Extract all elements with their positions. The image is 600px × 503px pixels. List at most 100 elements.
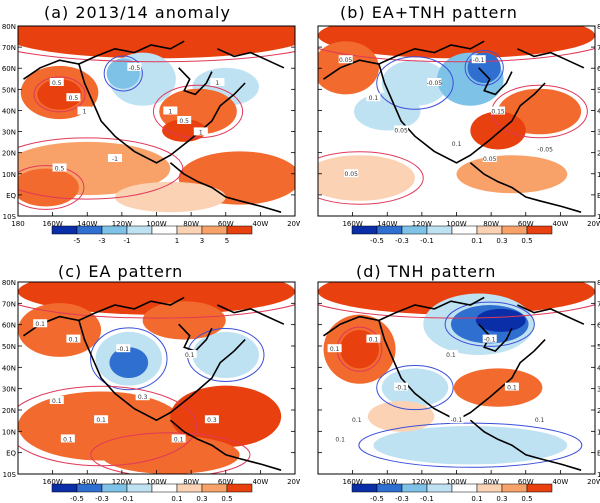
coastline — [323, 40, 485, 80]
contour-label-box — [327, 344, 342, 353]
contour-label: 0.1 — [446, 352, 456, 359]
lat-label: 30N — [597, 386, 600, 394]
contour-label-box — [366, 93, 381, 102]
lon-label: 40W — [252, 478, 268, 486]
shaded-region — [318, 26, 595, 59]
lat-label: 20N — [2, 407, 16, 415]
contour-label-box — [443, 349, 458, 358]
lat-label: 50N — [597, 343, 600, 351]
colorbar-label: -0.1 — [420, 237, 434, 245]
contour-label: 0.15 — [491, 109, 505, 116]
shaded-region — [114, 181, 226, 213]
contour-label-box — [491, 106, 506, 115]
lon-label: 80W — [483, 478, 499, 486]
lon-label: 140W — [377, 478, 397, 486]
contour-label-box — [210, 78, 225, 86]
lat-label: 10S — [597, 471, 600, 479]
colorbar-swatch — [226, 483, 253, 493]
shaded-region — [318, 155, 415, 201]
lon-label: 140W — [77, 478, 97, 486]
lon-label: 40W — [252, 220, 268, 228]
contour-label-box — [394, 125, 409, 134]
colorbar-swatch — [126, 225, 153, 235]
contour-label-box — [204, 415, 219, 424]
coastline — [23, 296, 185, 337]
lat-label: 60N — [597, 65, 600, 73]
colorbar-swatch — [376, 225, 403, 235]
contour-label: 0.1 — [535, 417, 545, 424]
lat-label: 10N — [2, 428, 16, 436]
contour-label: 0.5 — [69, 95, 79, 102]
contour-label-box — [338, 55, 353, 64]
colorbar-swatch — [201, 225, 228, 235]
contour-label-box — [366, 334, 381, 343]
lat-label: 10N — [2, 171, 16, 179]
contour-label: 1 — [83, 109, 87, 116]
shaded-region — [101, 435, 240, 474]
contour-label-box — [49, 396, 64, 405]
colorbar-swatch — [101, 483, 128, 493]
contour-label: 1 — [168, 109, 172, 116]
colorbar-label: 0.3 — [196, 495, 207, 503]
contour-label: -0.1 — [484, 337, 496, 344]
contour-label-box — [344, 169, 359, 178]
contour-label: -0.05 — [537, 147, 553, 154]
coastline — [517, 304, 585, 325]
colorbar-swatch — [101, 225, 128, 235]
contour-label-box — [66, 334, 81, 343]
contour-label: 0.1 — [174, 436, 184, 443]
colorbar-label: 0.3 — [496, 237, 507, 245]
contour-label: 0.1 — [335, 436, 345, 443]
lat-label: 40N — [2, 107, 16, 115]
contour-line — [464, 49, 504, 86]
lon-label: 20W — [287, 220, 300, 228]
contour-label-box — [127, 62, 142, 71]
contour-label-box — [471, 55, 486, 64]
panel-a-title: (a) 2013/14 anomaly — [44, 3, 231, 22]
colorbar-label: 1 — [175, 237, 179, 245]
lat-label: 80N — [597, 23, 600, 31]
map-field: 0.05 0.1 0.15 -0.05 -0.1 0.05 0.05 -0.05 0.05 0.1 — [318, 26, 595, 216]
shaded-region — [170, 385, 282, 448]
colorbar-label: -0.3 — [95, 495, 109, 503]
colorbar-swatch — [351, 225, 378, 235]
contour-line — [90, 327, 168, 391]
contour-label: 0.1 — [96, 417, 106, 424]
colorbar-label: -0.5 — [70, 495, 84, 503]
lon-label: 20W — [287, 478, 300, 486]
lat-label: 20N — [2, 150, 16, 158]
contour-label: 1 — [199, 129, 203, 136]
contour-label: -0.1 — [473, 57, 485, 64]
lat-label: 30N — [597, 129, 600, 137]
lon-label: 60W — [518, 220, 534, 228]
contour-label-box — [171, 434, 186, 443]
lon-label: 80W — [183, 478, 199, 486]
contour-label-box — [77, 106, 92, 115]
contour-line — [318, 151, 424, 205]
colorbar-label: -1 — [124, 237, 131, 245]
colorbar-label: -5 — [74, 237, 81, 245]
lat-label: 70N — [2, 300, 16, 308]
contour-label: 0.1 — [63, 436, 73, 443]
colorbar-swatch — [501, 225, 528, 235]
contour-line — [376, 56, 454, 110]
contour-label: 0.1 — [35, 321, 45, 328]
lon-label: 60W — [218, 220, 234, 228]
shaded-region — [456, 155, 568, 194]
colorbar-swatch — [451, 225, 478, 235]
map-figure: 0.05 0.1 0.15 -0.05 -0.1 0.05 0.05 -0.05 0.05 0.1… — [317, 23, 600, 245]
lat-label: 70N — [597, 300, 600, 308]
contour-label-box — [52, 163, 67, 172]
contour-line — [358, 422, 583, 468]
contour-label: 0.05 — [394, 128, 408, 135]
contour-label: 1 — [216, 80, 220, 87]
colorbar-swatch — [201, 483, 228, 493]
lat-label: 30N — [2, 386, 16, 394]
contour-label-box — [177, 116, 192, 124]
contour-label-box — [538, 144, 553, 153]
lat-label: 70N — [2, 44, 16, 52]
colorbar-label: -0.3 — [395, 495, 409, 503]
contour-line — [18, 304, 295, 319]
contour-line — [18, 165, 85, 210]
colorbar-label: -0.1 — [420, 495, 434, 503]
